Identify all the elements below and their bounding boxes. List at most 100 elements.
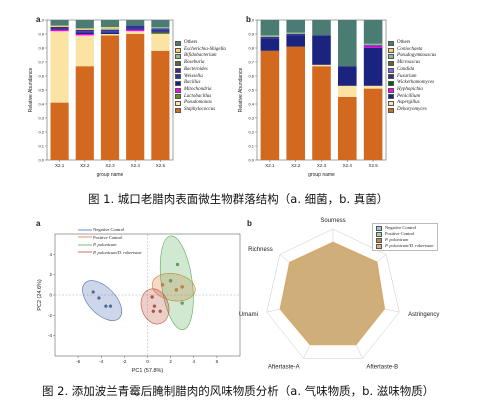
legend-swatch-icon [175,94,181,100]
legend-swatch-icon [175,101,181,107]
fig1b-bar-segment [363,88,383,160]
fig1a-bar-segment [151,31,170,33]
legend-swatch-icon [388,81,394,87]
fig1a-bar-segment [126,20,145,26]
fig1a-legend-item: Staphylococcus [175,107,226,114]
fig1b-legend-item: Wickerhamomyces [388,80,436,87]
fig1b-legend: Others Coniochaeta Pseudogymnoascus Microas… [388,40,436,114]
fig1a-legend-item: Bifidobacterium [175,53,226,60]
fig1b-bar-segment [312,64,331,67]
fig1a-bar-segment [126,34,145,160]
pca-y-tick-label: -2 [48,313,52,318]
pca-x-tick-label: 0 [146,359,149,364]
fig1a-y-tick-label: 0.7 [38,60,44,65]
fig1b-y-tick-label: 0.3 [248,116,254,121]
fig1a-legend-item: Roseburia [175,60,226,67]
fig2-charts: -6 -4 -2 0 2 4 6 -4 -2 0 2 4 PC1 (57.8%) PC2 (24.6%) S… [37,218,439,374]
legend-line-icon [78,229,92,231]
fig1b-bar-segment [363,20,383,44]
fig1a-bar-segment [75,32,94,34]
legend-line-icon [78,236,92,238]
fig1b-legend-item: Aspergillus [388,100,436,107]
fig1a-legend-label: Bifidobacterium [184,53,217,59]
fig1a-bar-segment [50,28,69,30]
pca-y-tick-label: 4 [49,252,52,257]
pca-x-axis-title: PC1 (57.8%) [132,368,164,374]
fig1a-bar-segment [75,28,94,30]
fig1-panel-a-label: a [36,15,41,24]
fig1b-legend-label: Others [397,40,411,45]
fig1a-bar-segment [75,66,94,160]
fig1a-legend-label: Escherichia-Shigella [184,46,226,52]
legend-swatch-icon [175,74,181,80]
radar-plot: SournessBitternessAstringencyAftertaste-… [239,218,439,370]
fig1b-legend-label: Microascus [397,60,421,66]
fig2-caption: 图 2. 添加波兰青霉后腌制腊肉的风味物质分析（a. 气味物质，b. 滋味物质） [42,384,435,398]
legend-line-icon [78,244,92,246]
fig1a-bar-segment [151,28,170,30]
pca-point [150,295,154,299]
fig1a-y-tick-label: 0.1 [38,144,44,149]
fig1a-bar-segment [126,27,145,29]
fig1a-bar-segment [100,35,120,160]
legend-swatch-icon [175,107,181,113]
pca-point [152,304,157,308]
legend-swatch-icon [388,54,394,60]
fig1b-y-tick-label: 0.4 [248,102,254,107]
fig1a-bar-segment [126,28,145,30]
fig1a-bar-segment [126,31,145,34]
legend-swatch-icon [376,225,382,231]
fig1b-bar-segment [286,35,305,47]
pca-y-tick-label: 0 [49,293,52,298]
pca-x-tick-label: -6 [76,359,80,364]
pca-point [151,309,155,313]
fig1b-legend-label: Aspergillus [397,100,420,106]
fig1b-legend-item: Penicillium [388,94,436,101]
pca-point [158,309,162,313]
fig1b-legend-item: Pseudogymnoascus [388,53,436,60]
fig1a-bar-segment [50,27,69,29]
fig1b-bar-segment [312,66,331,160]
pca-plot: -6 -4 -2 0 2 4 6 -4 -2 0 2 4 PC1 (57.8%) PC2 (24.6%) [37,233,241,374]
pca-point [91,290,95,294]
fig1b-bar-segment [286,46,305,160]
fig1b-y-tick-label: 0.1 [248,144,254,149]
radar-legend-ppolonicum-drobertsiae: P. polonicum/D. robertsiae [385,243,434,248]
fig1b-legend-item: Fusarium [388,74,436,81]
fig1a-y-tick-label: 0.9 [38,32,44,37]
fig1b-legend-label: Fusarium [397,73,417,79]
pca-point [174,288,179,292]
legend-swatch-icon [388,107,394,113]
fig1b-bar-segment [363,43,383,46]
fig1a-bar-segment [50,102,69,160]
fig1a-legend-item: Lactobacillus [175,94,226,101]
radar-axis-label: Richness [248,247,273,253]
fig1b-x-tick-label: X2.1 [265,163,275,168]
fig1b-y-axis-title: Relative Abundance [238,68,244,113]
radar-legend-ppolonicum: P. polonicum [385,237,409,242]
fig1b-bar-segment [363,85,383,89]
pca-y-tick-label: -4 [48,333,52,338]
fig1a-legend-item: Others [175,40,226,47]
fig1a-legend-item: Mitochondria [175,87,226,94]
fig1b-y-tick-label: 0.8 [248,46,254,51]
pca-legend-positive: Positive Control [93,234,123,240]
fig1a-bar-segment [100,27,120,29]
fig1a-legend-label: Bacteroides [184,66,208,72]
fig1b-y-tick-label: 0.5 [248,88,254,93]
pca-x-tick-label: 6 [216,359,219,364]
radar-axis-label: Sourness [320,218,345,224]
fig1a-y-tick-label: 0.0 [38,158,44,163]
pca-point [180,301,184,305]
legend-swatch-icon [376,237,382,243]
fig1b-legend-label: Candida [397,66,415,72]
fig1b-bar-segment [312,20,331,36]
fig1b-bar-segment [260,20,280,36]
pca-point [180,285,184,289]
fig1a-bar-segment [75,31,94,33]
fig1b-bar-segment [286,32,305,34]
fig1a-bar-segment [75,35,94,67]
fig1a-plot: 0.0 0.1 0.2 0.3 0.4 0.5 0.6 0.7 0.8 0.9 1.0 X2.1 X2.… [28,18,174,178]
fig1a-legend-label: Lactobacillus [184,93,212,99]
fig1b-bar-segment [260,36,280,39]
